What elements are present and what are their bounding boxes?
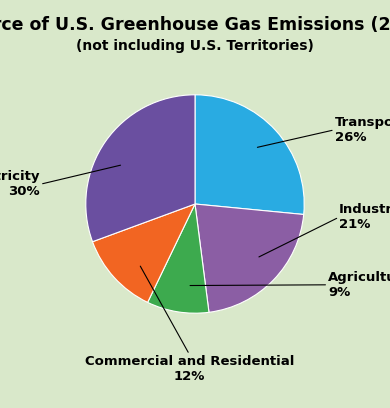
Text: Industry
21%: Industry 21% — [339, 203, 390, 231]
Text: (not including U.S. Territories): (not including U.S. Territories) — [76, 39, 314, 53]
Text: Electricity
30%: Electricity 30% — [0, 171, 40, 198]
Wedge shape — [195, 204, 304, 312]
Wedge shape — [86, 95, 195, 242]
Wedge shape — [148, 204, 209, 313]
Text: Source of U.S. Greenhouse Gas Emissions (2014): Source of U.S. Greenhouse Gas Emissions … — [0, 16, 390, 34]
Text: Commercial and Residential
12%: Commercial and Residential 12% — [85, 355, 294, 383]
Wedge shape — [195, 95, 304, 215]
Wedge shape — [92, 204, 195, 302]
Text: Transportation
26%: Transportation 26% — [335, 116, 390, 144]
Text: Agriculture
9%: Agriculture 9% — [328, 271, 390, 299]
